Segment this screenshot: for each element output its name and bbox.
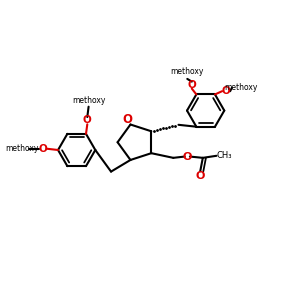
Text: O: O [122,113,132,126]
Text: methoxy: methoxy [171,68,204,76]
Text: O: O [221,86,230,96]
Text: O: O [83,115,92,125]
Text: methoxy: methoxy [72,97,105,106]
Text: O: O [38,144,47,154]
Text: O: O [188,80,196,90]
Text: CH₃: CH₃ [217,151,232,160]
Text: O: O [196,172,205,182]
Text: methoxy: methoxy [224,83,258,92]
Text: methoxy: methoxy [5,144,38,153]
Text: O: O [182,152,191,162]
